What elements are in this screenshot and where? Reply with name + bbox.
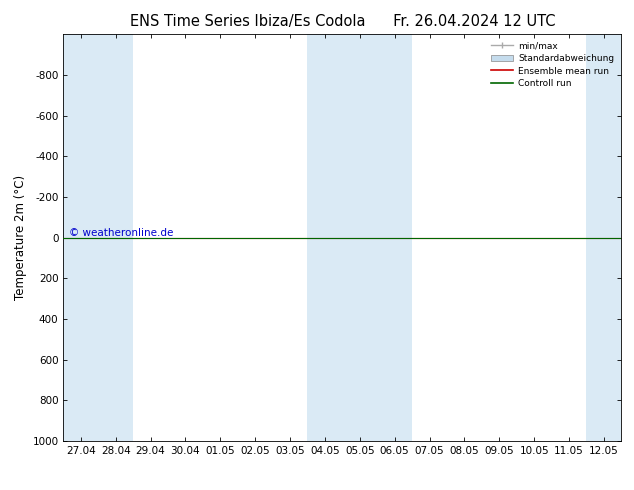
Bar	[63, 34, 133, 441]
Y-axis label: Temperature 2m (°C): Temperature 2m (°C)	[14, 175, 27, 300]
Bar	[586, 34, 621, 441]
Bar	[307, 34, 412, 441]
Text: © weatheronline.de: © weatheronline.de	[69, 228, 173, 238]
Title: ENS Time Series Ibiza/Es Codola      Fr. 26.04.2024 12 UTC: ENS Time Series Ibiza/Es Codola Fr. 26.0…	[129, 14, 555, 29]
Legend: min/max, Standardabweichung, Ensemble mean run, Controll run: min/max, Standardabweichung, Ensemble me…	[488, 38, 618, 92]
